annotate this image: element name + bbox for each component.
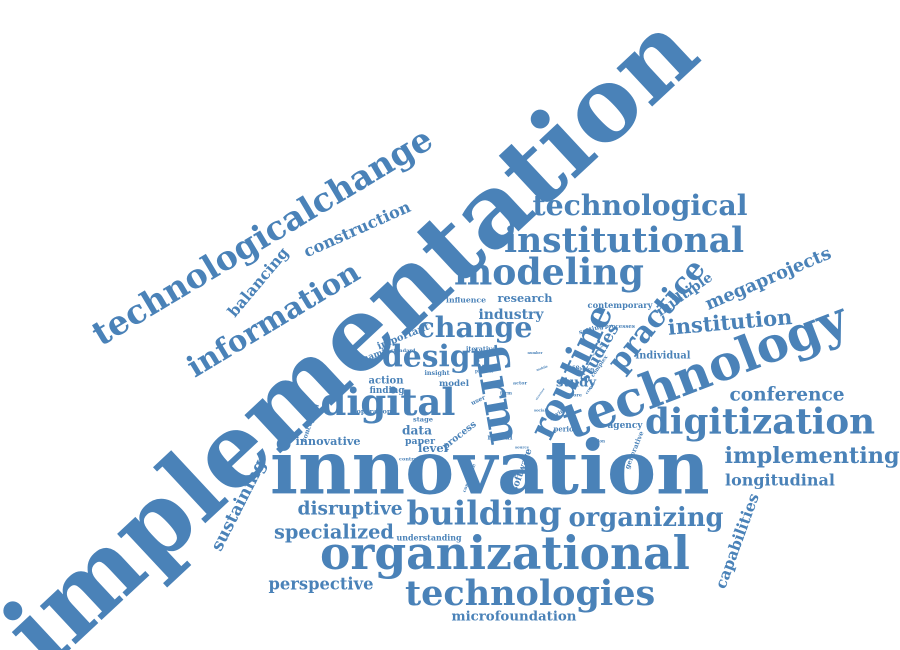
word-change: change: [417, 310, 533, 344]
word-influence: influence: [446, 295, 487, 305]
word-london: london: [589, 438, 605, 444]
word-agency: agency: [607, 419, 643, 431]
word-insight: insight: [424, 369, 450, 377]
word-action: action: [368, 374, 404, 386]
word-technologies: technologies: [405, 572, 656, 614]
word-individual: individual: [635, 349, 691, 361]
word-technological: technological: [532, 188, 748, 222]
word-digitization: digitization: [645, 399, 876, 443]
word-paper: paper: [405, 435, 436, 447]
word-perspective: perspective: [268, 574, 374, 594]
word-microfoundation: microfoundation: [451, 608, 577, 624]
word-building: building: [406, 493, 562, 533]
word-research: research: [497, 291, 553, 305]
word-implementing: implementing: [724, 441, 900, 469]
word-finding: finding: [369, 384, 405, 396]
word-control: control: [399, 456, 419, 462]
word-disruptive: disruptive: [297, 497, 403, 519]
word-explore: explore: [562, 392, 583, 398]
word-level: level: [418, 441, 449, 455]
word-innovation: innovation: [270, 424, 710, 512]
word-bring: bring: [486, 363, 499, 369]
word-case: case: [564, 363, 580, 371]
word-institutional: institutional: [504, 219, 745, 261]
word-innovative: innovative: [295, 434, 361, 448]
word-industry: industry: [478, 305, 544, 323]
word-stage: stage: [413, 415, 433, 423]
word-mobile: mobile: [535, 364, 549, 372]
word-understanding: understanding: [396, 533, 462, 543]
word-source: source: [515, 444, 529, 450]
word-longitudinal: longitudinal: [725, 470, 835, 490]
word-digital: digital: [320, 380, 456, 424]
word-design: design: [382, 338, 493, 374]
word-actor: actor: [513, 380, 528, 386]
word-number: number: [527, 350, 543, 356]
word-study: study: [556, 374, 597, 390]
word-solution: solution: [574, 366, 595, 372]
word-present: present: [475, 368, 494, 374]
word-modeling: modeling: [454, 250, 644, 294]
word-processes: processes: [605, 322, 635, 330]
word-conference: conference: [729, 383, 845, 405]
word-model: model: [439, 377, 470, 389]
word-data: data: [402, 422, 432, 438]
word-form: form: [500, 390, 513, 396]
word-organizing: organizing: [568, 501, 724, 533]
word-organizational: organizational: [320, 526, 690, 580]
word-social: social: [534, 407, 546, 413]
word-period: period: [553, 424, 579, 434]
word-specialized: specialized: [274, 520, 394, 544]
word-contemporary: contemporary: [587, 300, 653, 310]
word-operation: operation: [356, 407, 392, 415]
word-iterative: iterative: [466, 345, 497, 353]
word-standard: standard: [390, 347, 416, 353]
word-reveal: reveal: [487, 432, 513, 442]
